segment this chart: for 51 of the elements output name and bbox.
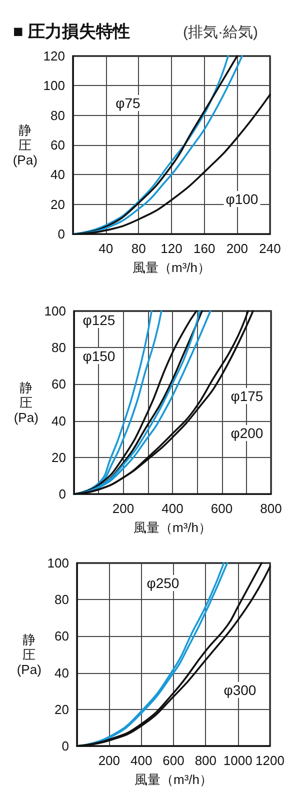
annotation: φ300 bbox=[224, 682, 256, 698]
annotation: φ75 bbox=[116, 95, 141, 111]
y-axis-title: 静圧(Pa) bbox=[14, 380, 38, 426]
y-axis-title: 静圧(Pa) bbox=[12, 122, 38, 168]
y-tick-label: 80 bbox=[50, 108, 65, 123]
chart-subtitle: (排気·給気) bbox=[183, 24, 258, 41]
x-tick-label: 160 bbox=[193, 241, 216, 256]
annotation: φ175 bbox=[230, 388, 264, 404]
x-tick-label: 1200 bbox=[256, 753, 284, 768]
y-tick-label: 0 bbox=[62, 738, 69, 754]
x-tick-label: 120 bbox=[160, 241, 182, 256]
y-tick-label: 0 bbox=[58, 486, 66, 502]
x-tick-label: 800 bbox=[194, 753, 217, 768]
y-tick-label: 120 bbox=[43, 48, 65, 64]
x-tick-label: 240 bbox=[259, 241, 281, 256]
x-tick-label: 200 bbox=[98, 753, 120, 768]
y-tick-label: 100 bbox=[47, 556, 69, 570]
y-tick-label: 100 bbox=[44, 304, 66, 318]
y-axis-title: 静圧(Pa) bbox=[16, 632, 42, 677]
x-tick-label: 600 bbox=[210, 501, 233, 516]
x-tick-label: 200 bbox=[112, 501, 134, 516]
y-tick-label: 40 bbox=[54, 665, 69, 680]
y-tick-label: 60 bbox=[54, 628, 69, 644]
x-tick-label: 40 bbox=[98, 241, 114, 256]
y-tick-label: 80 bbox=[52, 340, 66, 356]
x-tick-label: 600 bbox=[162, 753, 184, 768]
y-tick-label: 40 bbox=[52, 413, 66, 428]
annotation: φ200 bbox=[230, 425, 264, 441]
annotation: φ250 bbox=[146, 575, 180, 591]
y-tick-label: 40 bbox=[50, 167, 65, 182]
x-axis-title: 風量（m³/h） bbox=[134, 772, 212, 787]
y-tick-label: 60 bbox=[50, 138, 65, 153]
annotation: φ100 bbox=[226, 191, 258, 207]
y-tick-label: 100 bbox=[43, 78, 65, 94]
annotation: φ125 bbox=[82, 312, 116, 328]
y-tick-label: 20 bbox=[54, 702, 69, 717]
x-tick-label: 400 bbox=[130, 753, 152, 768]
x-tick-label: 80 bbox=[131, 241, 146, 256]
y-tick-label: 20 bbox=[50, 196, 65, 212]
y-tick-label: 80 bbox=[54, 592, 69, 608]
annotation: φ150 bbox=[82, 348, 116, 364]
x-tick-label: 200 bbox=[226, 241, 248, 256]
chart-title: ■ 圧力損失特性 bbox=[13, 22, 130, 41]
y-tick-label: 0 bbox=[58, 226, 65, 242]
y-tick-label: 20 bbox=[52, 450, 66, 465]
x-axis-title: 風量（m³/h） bbox=[132, 260, 210, 275]
x-tick-label: 400 bbox=[162, 501, 184, 516]
x-tick-label: 800 bbox=[260, 501, 282, 516]
y-tick-label: 60 bbox=[52, 376, 66, 392]
x-axis-title: 風量（m³/h） bbox=[134, 520, 212, 535]
x-tick-label: 1000 bbox=[223, 753, 252, 768]
